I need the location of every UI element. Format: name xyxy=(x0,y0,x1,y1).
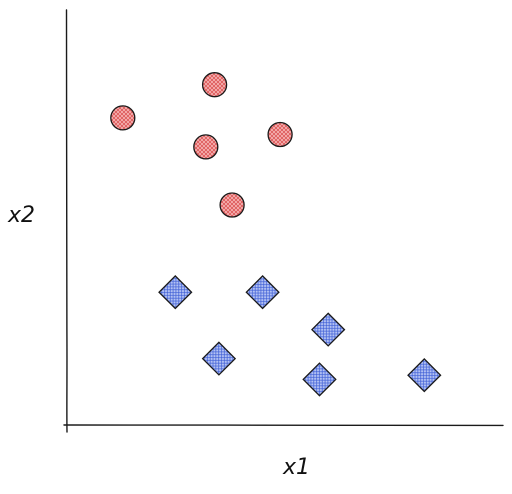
diamond-point-6 xyxy=(407,358,442,393)
diamond-point-3 xyxy=(201,341,237,376)
diamond-point-2 xyxy=(245,275,280,310)
circle-point-1 xyxy=(110,105,136,131)
diamond-point-1 xyxy=(158,275,193,310)
circle-point-2 xyxy=(201,72,228,98)
y-axis-line xyxy=(65,9,68,433)
marks-group xyxy=(110,72,442,397)
diamond-point-5 xyxy=(302,362,337,397)
x-axis-label: x1 xyxy=(282,455,310,480)
circle-point-4 xyxy=(267,121,293,148)
circle-point-3 xyxy=(193,134,219,160)
y-axis-label: x2 xyxy=(7,203,35,228)
diamond-point-4 xyxy=(311,312,346,347)
circle-point-5 xyxy=(219,192,245,218)
